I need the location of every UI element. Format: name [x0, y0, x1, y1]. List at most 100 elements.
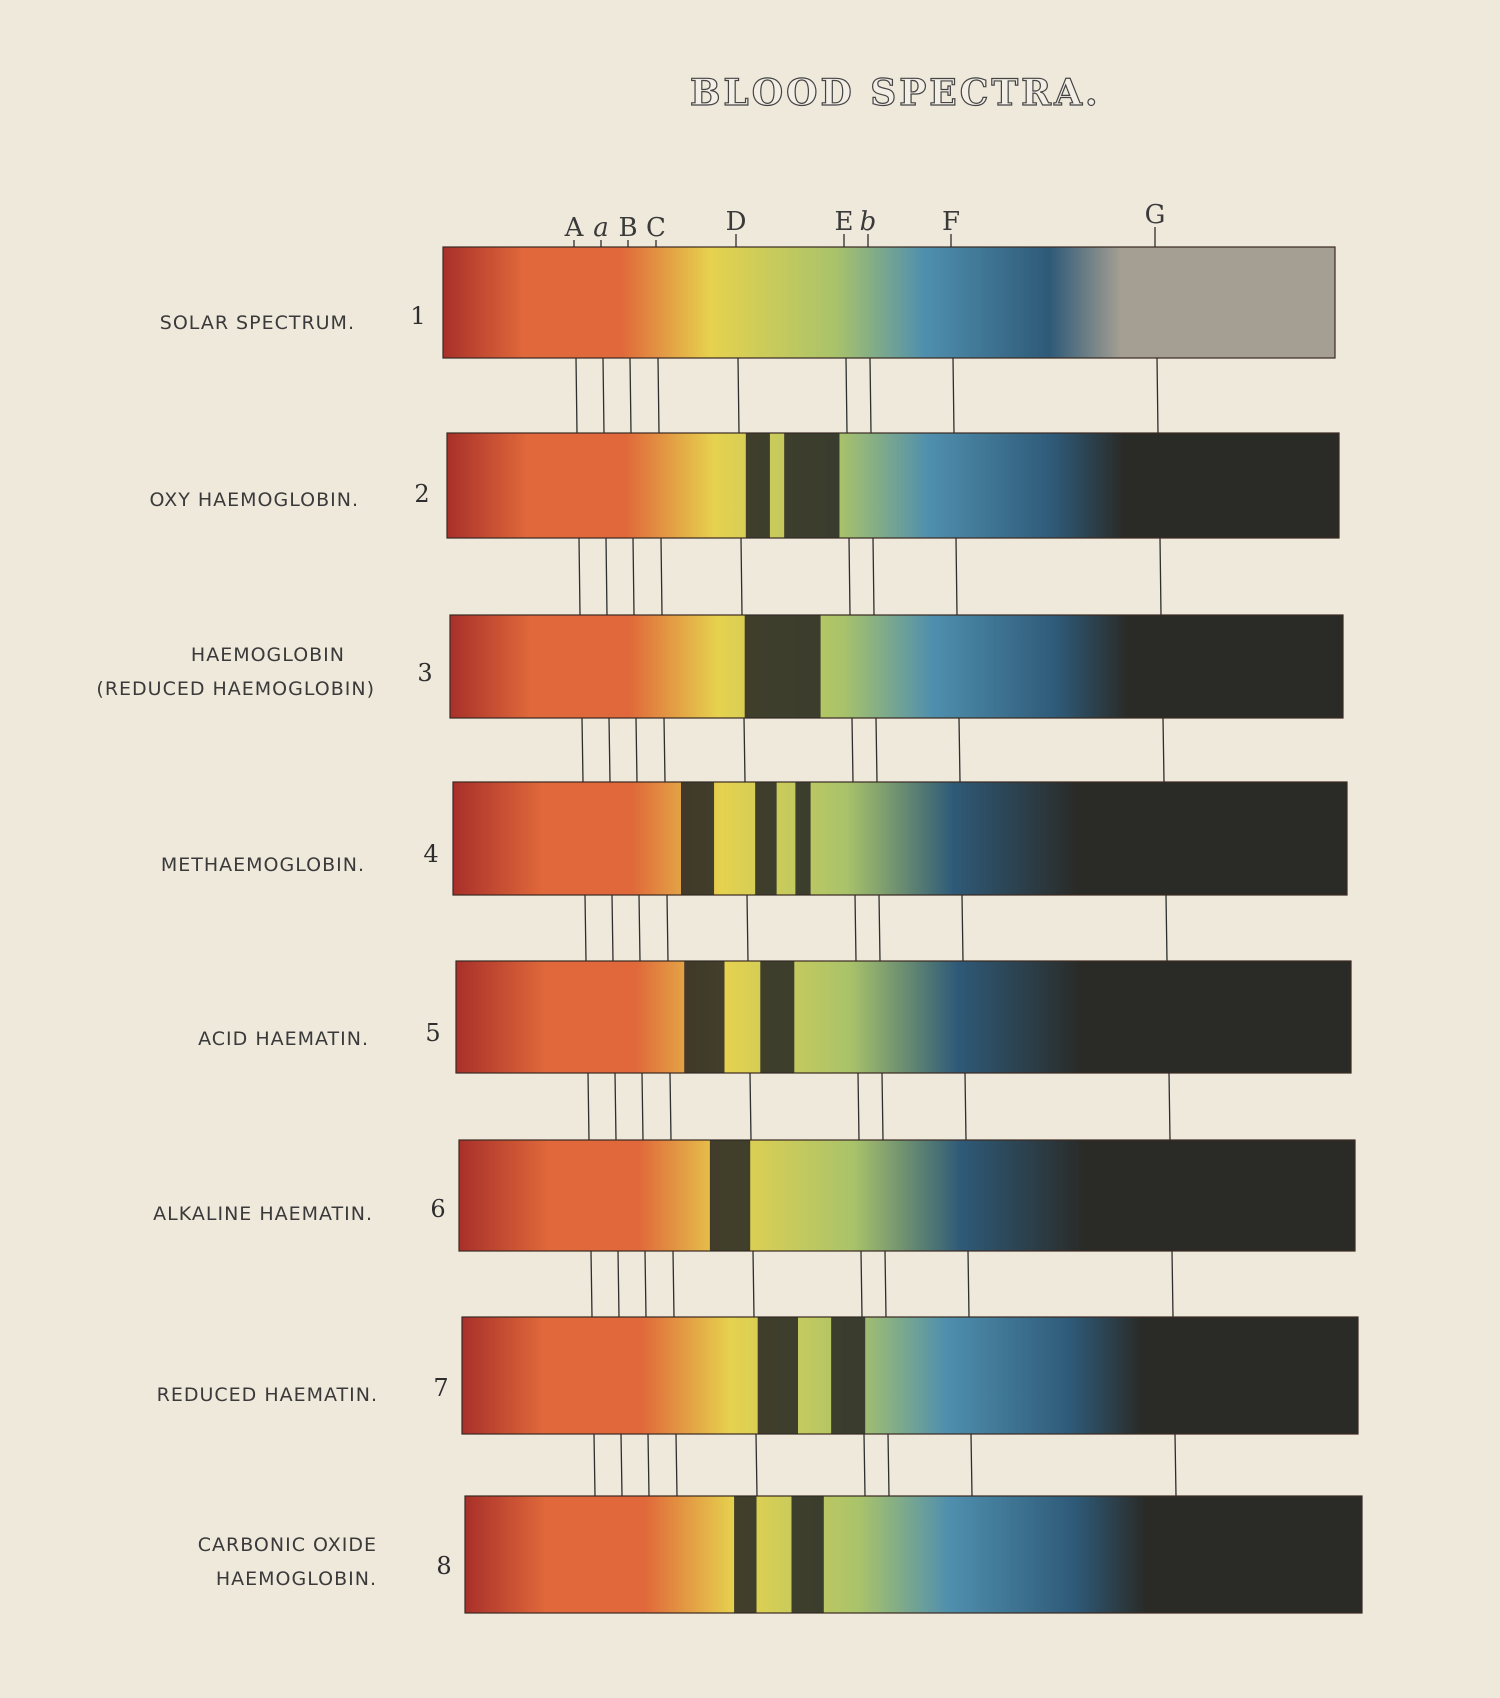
fraunhofer-letter-b: b: [860, 207, 877, 237]
fraunhofer-letter-B: B: [618, 213, 637, 243]
absorption-band-4-2: [755, 782, 777, 895]
connector-line: [614, 1072, 617, 1141]
connector-line: [669, 1072, 672, 1141]
absorption-band-8-1: [734, 1496, 757, 1613]
spectrum-band-4: [452, 781, 1348, 896]
connector-line: [869, 357, 872, 434]
absorption-band-7-2: [831, 1317, 866, 1434]
connector-line: [752, 1250, 755, 1318]
connector-line: [578, 537, 581, 616]
connector-line: [955, 537, 958, 616]
fraunhofer-letter-G: G: [1145, 200, 1166, 230]
connector-line: [584, 894, 587, 962]
spectrum-label-1: SOLAR SPECTRUM.: [159, 312, 355, 334]
connector-line: [737, 357, 740, 434]
connector-line: [638, 894, 641, 962]
connector-line: [887, 1433, 890, 1497]
connector-line: [620, 1433, 623, 1497]
connector-line: [1171, 1250, 1174, 1318]
absorption-band-2-2: [784, 433, 840, 538]
connector-line: [854, 894, 857, 962]
connector-line: [1162, 717, 1165, 783]
connector-line: [581, 717, 584, 783]
spectrum-number-4: 4: [423, 840, 439, 868]
connector-line: [872, 537, 875, 616]
connector-line: [961, 894, 964, 962]
connector-line: [964, 1072, 967, 1141]
connector-line: [878, 894, 881, 962]
connector-line: [644, 1250, 647, 1318]
absorption-band-5-1: [684, 961, 725, 1073]
absorption-band-7-1: [757, 1317, 798, 1434]
connector-line: [632, 537, 635, 616]
connector-line: [755, 1433, 758, 1497]
spectrum-label-7: REDUCED HAEMATIN.: [156, 1384, 378, 1406]
connector-line: [857, 1072, 860, 1141]
connector-line: [587, 1072, 590, 1141]
connector-line: [675, 1433, 678, 1497]
connector-line: [952, 357, 955, 434]
connector-line: [1165, 894, 1168, 962]
connector-line: [970, 1433, 973, 1497]
connector-line: [629, 357, 632, 434]
spectrum-number-2: 2: [414, 480, 430, 508]
connector-line: [666, 894, 669, 962]
fraunhofer-letter-C: C: [646, 213, 666, 243]
spectrum-number-1: 1: [410, 302, 426, 330]
fraunhofer-letter-D: D: [726, 207, 747, 237]
fraunhofer-letter-F: F: [942, 207, 960, 237]
spectrum-band-8: [464, 1495, 1363, 1614]
spectrum-number-6: 6: [430, 1195, 446, 1223]
connector-line: [875, 717, 878, 783]
connector-line: [635, 717, 638, 783]
connector-line: [863, 1433, 866, 1497]
connector-line: [1168, 1072, 1171, 1141]
spectrum-label-6: ALKALINE HAEMATIN.: [153, 1203, 373, 1225]
spectrum-band-5: [455, 960, 1352, 1074]
connector-line: [575, 357, 578, 434]
spectrum-label-5: ACID HAEMATIN.: [198, 1028, 369, 1050]
connector-line: [602, 357, 605, 434]
absorption-band-5-2: [760, 961, 795, 1073]
absorption-band-8-2: [791, 1496, 824, 1613]
absorption-band-2-1: [745, 433, 770, 538]
connector-line: [746, 894, 749, 962]
connector-line: [740, 537, 743, 616]
connector-line: [881, 1072, 884, 1141]
fraunhofer-letter-E: E: [835, 207, 854, 237]
spectrum-label-2: OXY HAEMOGLOBIN.: [149, 489, 359, 511]
spectrum-number-7: 7: [433, 1374, 449, 1402]
spectrum-number-3: 3: [417, 659, 433, 687]
connector-line: [611, 894, 614, 962]
connector-line: [967, 1250, 970, 1318]
fraunhofer-connector-lines: [575, 357, 1177, 1497]
connector-line: [657, 357, 660, 434]
spectrum-number-8: 8: [436, 1552, 452, 1580]
spectrum-band-7: [461, 1316, 1359, 1435]
spectrum-band-2: [446, 432, 1340, 539]
connector-line: [590, 1250, 593, 1318]
spectrum-number-5: 5: [425, 1019, 441, 1047]
spectrum-bands: [442, 246, 1363, 1614]
spectrum-band-6: [458, 1139, 1356, 1252]
absorption-band-4-3: [795, 782, 811, 895]
connector-line: [605, 537, 608, 616]
connector-line: [860, 1250, 863, 1318]
spectrum-label-8: CARBONIC OXIDE HAEMOGLOBIN.: [197, 1534, 377, 1590]
connector-line: [958, 717, 961, 783]
connector-line: [884, 1250, 887, 1318]
connector-line: [660, 537, 663, 616]
spectrum-label-3: HAEMOGLOBIN (REDUCED HAEMOGLOBIN): [96, 644, 375, 700]
plate-title: BLOOD SPECTRA.: [689, 71, 1101, 114]
connector-line: [845, 357, 848, 434]
connector-line: [851, 717, 854, 783]
spectrum-label-4: METHAEMOGLOBIN.: [160, 854, 365, 876]
connector-line: [1159, 537, 1162, 616]
connector-line: [743, 717, 746, 783]
fraunhofer-letter-a: a: [593, 213, 609, 243]
connector-line: [608, 717, 611, 783]
spectrum-band-1: [442, 246, 1336, 359]
